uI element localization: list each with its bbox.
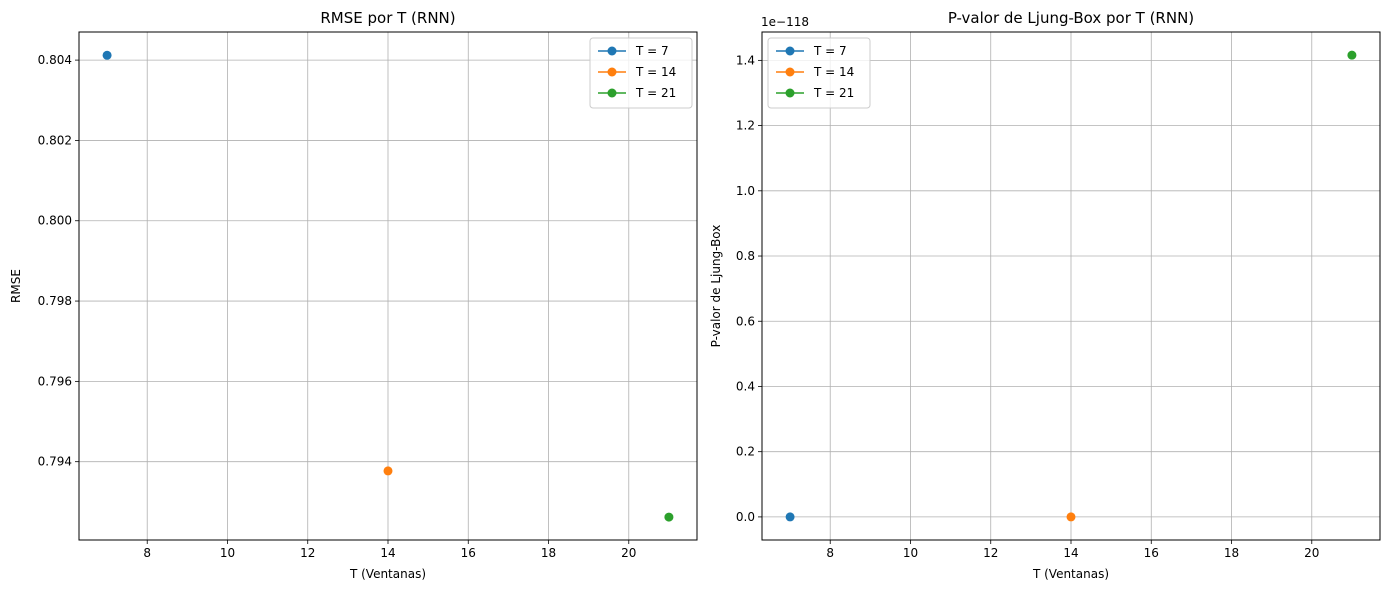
- x-tick-label: 12: [300, 546, 315, 560]
- y-tick-label: 1.0: [736, 184, 755, 198]
- x-tick-label: 10: [220, 546, 235, 560]
- data-point: [664, 512, 674, 522]
- data-point: [102, 50, 112, 60]
- x-axis-label: T (Ventanas): [1032, 567, 1109, 581]
- legend-label: T = 7: [813, 44, 847, 58]
- y-tick-label: 1.2: [736, 119, 755, 133]
- y-tick-label: 0.2: [736, 445, 755, 459]
- data-point: [383, 466, 393, 476]
- y-axis-label: P-valor de Ljung-Box: [709, 225, 723, 348]
- y-tick-label: 0.8: [736, 249, 755, 263]
- data-point: [1347, 50, 1357, 60]
- legend-marker: [785, 88, 795, 98]
- x-tick-label: 14: [1063, 546, 1078, 560]
- y-tick-label: 0.800: [38, 214, 72, 228]
- x-tick-label: 20: [621, 546, 636, 560]
- data-point: [1066, 512, 1076, 522]
- x-tick-label: 14: [380, 546, 395, 560]
- legend-label: T = 14: [813, 65, 854, 79]
- x-tick-label: 8: [143, 546, 151, 560]
- y-tick-label: 0.798: [38, 294, 72, 308]
- legend-marker: [607, 67, 617, 77]
- x-tick-label: 16: [461, 546, 476, 560]
- x-tick-label: 12: [983, 546, 998, 560]
- y-tick-label: 1.4: [736, 53, 755, 67]
- chart-title: P-valor de Ljung-Box por T (RNN): [948, 9, 1194, 27]
- legend-label: T = 14: [635, 65, 676, 79]
- y-tick-label: 0.804: [38, 53, 72, 67]
- y-offset-label: 1e−118: [761, 15, 809, 29]
- legend-marker: [607, 46, 617, 56]
- x-tick-label: 20: [1304, 546, 1319, 560]
- y-tick-label: 0.794: [38, 455, 72, 469]
- legend-label: T = 21: [813, 86, 854, 100]
- legend-label: T = 7: [635, 44, 669, 58]
- legend-marker: [785, 46, 795, 56]
- plot-frame: [761, 31, 1381, 541]
- legend-label: T = 21: [635, 86, 676, 100]
- x-tick-label: 8: [826, 546, 834, 560]
- data-point: [785, 512, 795, 522]
- chart-title: RMSE por T (RNN): [320, 9, 455, 27]
- legend-marker: [785, 67, 795, 77]
- y-tick-label: 0.796: [38, 374, 72, 388]
- y-tick-label: 0.4: [736, 379, 755, 393]
- x-tick-label: 16: [1144, 546, 1159, 560]
- plot-frame: [78, 31, 698, 541]
- x-tick-label: 18: [541, 546, 556, 560]
- chart-rmse: RMSE por T (RNN) 8 10 12 14 16 18 20 0.794 0.796…: [9, 9, 698, 581]
- y-tick-label: 0.0: [736, 510, 755, 524]
- x-tick-label: 10: [903, 546, 918, 560]
- legend-marker: [607, 88, 617, 98]
- chart-ljung-box: P-valor de Ljung-Box por T (RNN) 1e−118 …: [709, 9, 1381, 581]
- y-axis-label: RMSE: [9, 269, 23, 303]
- x-tick-label: 18: [1224, 546, 1239, 560]
- x-axis-label: T (Ventanas): [349, 567, 426, 581]
- y-tick-label: 0.802: [38, 133, 72, 147]
- y-tick-label: 0.6: [736, 314, 755, 328]
